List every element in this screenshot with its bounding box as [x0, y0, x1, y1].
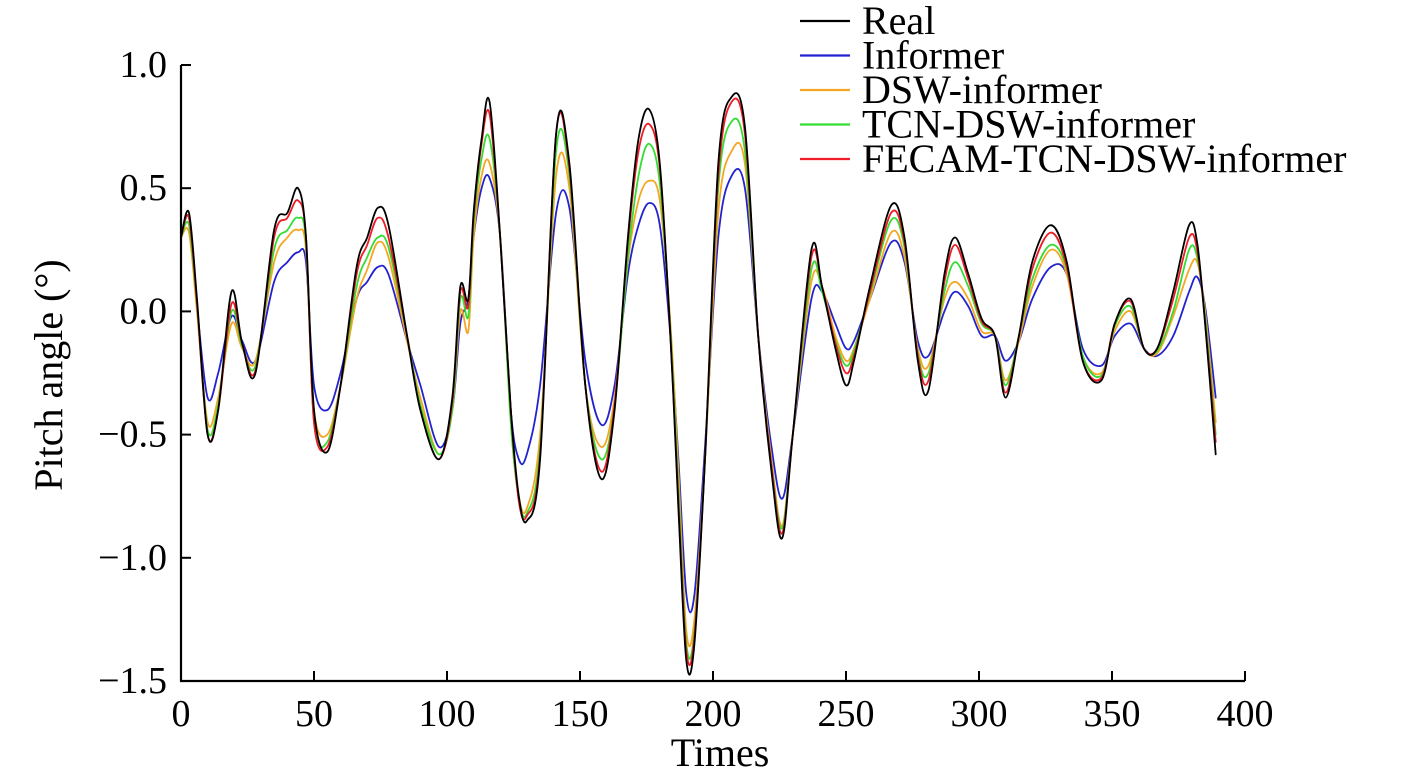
legend-label-dsw-informer: DSW-informer: [862, 67, 1102, 112]
x-tick-label: 400: [1217, 693, 1274, 735]
legend-label-fecam-tcn-dsw-informer: FECAM-TCN-DSW-informer: [862, 136, 1346, 181]
y-tick-label: −1.5: [98, 660, 167, 702]
x-tick-label: 350: [1084, 693, 1141, 735]
series-line-informer: [180, 168, 1217, 614]
y-tick-label: 0.5: [120, 167, 168, 209]
x-tick-label: 150: [552, 693, 609, 735]
x-tick-label: 0: [172, 693, 191, 735]
y-axis-title: Pitch angle (°): [26, 259, 71, 490]
x-tick-label: 200: [685, 693, 742, 735]
series-layer: [180, 92, 1217, 676]
y-axis-ticks: 1.0 0.5 0.0 −0.5 −1.0 −1.5: [98, 44, 191, 702]
x-axis-ticks: 0 50 100 150 200 250 300 350 400: [172, 671, 1274, 735]
x-axis-title: Times: [671, 730, 770, 775]
legend-label-informer: Informer: [862, 33, 1004, 78]
y-tick-label: 1.0: [120, 44, 168, 86]
y-tick-label: 0.0: [120, 290, 168, 332]
legend-label-tcn-dsw-informer: TCN-DSW-informer: [862, 102, 1195, 147]
y-tick-label: −0.5: [98, 414, 167, 456]
series-line-real: [180, 92, 1217, 676]
legend-label-real: Real: [862, 0, 935, 43]
x-tick-label: 250: [818, 693, 875, 735]
x-tick-label: 50: [295, 693, 333, 735]
x-tick-label: 300: [951, 693, 1008, 735]
legend: RealInformerDSW-informerTCN-DSW-informer…: [800, 0, 1346, 181]
x-tick-label: 100: [419, 693, 476, 735]
y-tick-label: −1.0: [98, 537, 167, 579]
